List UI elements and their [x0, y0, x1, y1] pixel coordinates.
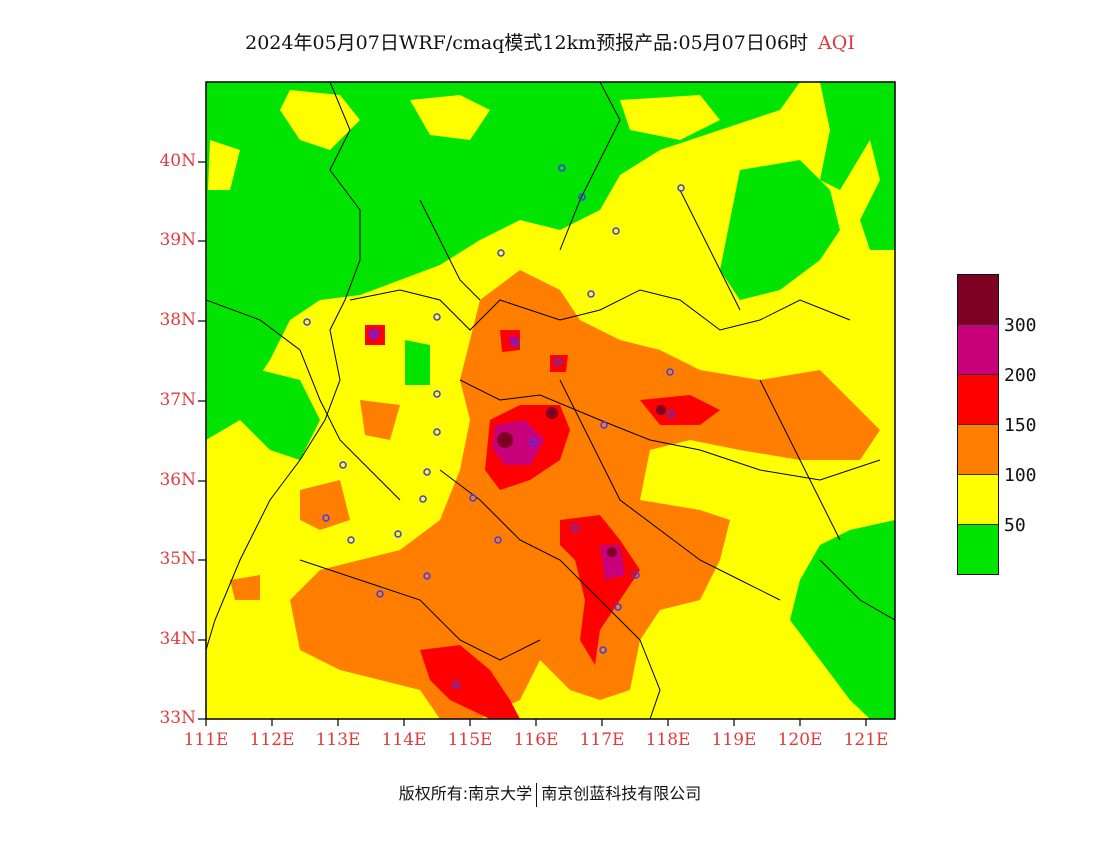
lon-label: 119E: [711, 730, 757, 750]
aqi-legend: [957, 274, 999, 575]
legend-swatch: [958, 325, 998, 375]
aqi-field: [206, 82, 895, 719]
axis-ticks: [198, 161, 867, 726]
lat-label: 40N: [159, 151, 196, 171]
lon-label: 116E: [513, 730, 559, 750]
lat-label: 33N: [159, 708, 196, 728]
lat-label: 35N: [159, 549, 196, 569]
lon-label: 117E: [579, 730, 625, 750]
legend-value: 300: [1004, 315, 1037, 336]
title-main: 2024年05月07日WRF/cmaq模式12km预报产品:05月07日06时: [245, 32, 809, 54]
lon-label: 112E: [249, 730, 295, 750]
lon-label: 121E: [843, 730, 889, 750]
lon-label: 118E: [645, 730, 691, 750]
lat-label: 36N: [159, 470, 196, 490]
lat-label: 34N: [159, 629, 196, 649]
legend-value: 150: [1004, 415, 1037, 436]
province-borders: [206, 82, 895, 719]
legend-swatch: [958, 375, 998, 425]
legend-swatch: [958, 275, 998, 325]
footer: 版权所有:南京大学 南京创蓝科技有限公司: [0, 780, 1100, 807]
lat-label: 38N: [159, 310, 196, 330]
legend-swatch: [958, 425, 998, 475]
lon-label: 114E: [381, 730, 427, 750]
lat-label: 39N: [159, 230, 196, 250]
legend-swatch: [958, 475, 998, 525]
chart-title: 2024年05月07日WRF/cmaq模式12km预报产品:05月07日06时 A…: [0, 28, 1100, 55]
legend-value: 50: [1004, 515, 1026, 536]
legend-value: 200: [1004, 365, 1037, 386]
city-markers: [303, 164, 685, 689]
lon-label: 120E: [777, 730, 823, 750]
lon-label: 115E: [447, 730, 493, 750]
company-text: 南京创蓝科技有限公司: [541, 784, 702, 803]
footer-separator: [536, 782, 538, 807]
legend-value: 100: [1004, 465, 1037, 486]
lat-label: 37N: [159, 390, 196, 410]
lon-label: 111E: [183, 730, 229, 750]
copyright-text: 版权所有:南京大学: [398, 784, 533, 803]
title-variable: AQI: [818, 32, 855, 54]
lon-label: 113E: [315, 730, 361, 750]
legend-swatch: [958, 525, 998, 574]
